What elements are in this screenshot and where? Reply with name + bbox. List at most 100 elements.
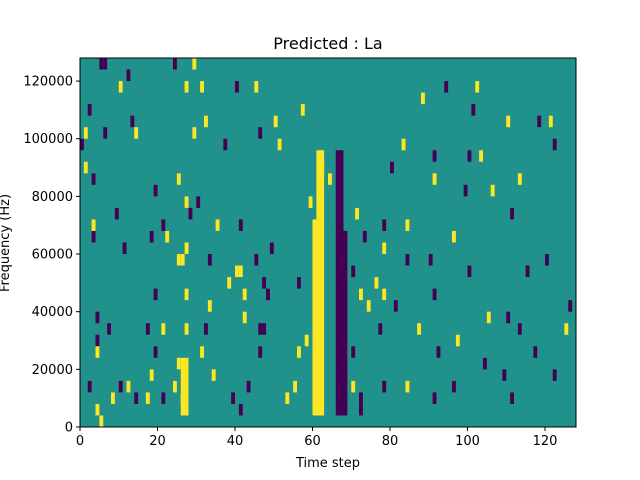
heatmap-cell	[258, 127, 263, 139]
heatmap-cell	[293, 380, 298, 393]
heatmap-cell	[238, 265, 243, 278]
heatmap-cell	[134, 127, 139, 139]
heatmap-cell	[405, 219, 410, 231]
heatmap-cell	[176, 254, 181, 266]
heatmap-cell	[479, 150, 484, 162]
y-tick-label: 40000	[32, 305, 73, 320]
x-axis: 0 20 40 60 80 100 120	[76, 427, 558, 449]
heatmap-cell	[122, 242, 127, 255]
heatmap-cell	[95, 346, 100, 358]
heatmap-cell	[297, 277, 301, 289]
heatmap-cell	[277, 138, 282, 151]
heatmap-cell	[254, 81, 259, 93]
heatmap-cell	[351, 265, 356, 278]
y-tick-label: 120000	[23, 75, 73, 90]
heatmap-cell	[351, 380, 356, 393]
heatmap-band	[180, 357, 189, 416]
x-tick-label: 40	[227, 434, 244, 449]
heatmap-cell	[262, 277, 267, 289]
heatmap-cell	[184, 288, 189, 301]
heatmap-cell	[242, 311, 247, 324]
heatmap-cell	[149, 230, 154, 243]
heatmap-cell	[188, 207, 193, 220]
heatmap-cell	[374, 277, 379, 289]
heatmap-cell	[510, 392, 515, 404]
heatmap-cell	[269, 242, 274, 255]
heatmap-cell	[405, 254, 410, 266]
heatmap-cell	[471, 104, 476, 116]
heatmap-cell	[517, 173, 522, 185]
heatmap-cell	[176, 357, 181, 370]
heatmap-cell	[258, 346, 263, 358]
heatmap-cell	[161, 392, 166, 404]
heatmap-cell	[235, 81, 239, 93]
heatmap-cell	[91, 173, 96, 185]
heatmap-cell	[231, 392, 236, 404]
heatmap-cell	[180, 254, 185, 266]
heatmap-cell	[207, 254, 212, 266]
heatmap-cell	[176, 173, 181, 185]
heatmap-cell	[552, 138, 557, 151]
heatmap-cell	[537, 115, 542, 128]
heatmap-cell	[200, 346, 205, 358]
heatmap-cell	[455, 334, 460, 347]
x-tick-label: 60	[304, 434, 321, 449]
heatmap-cell	[351, 346, 356, 358]
heatmap-cell	[506, 311, 511, 324]
heatmap-cell	[95, 311, 100, 324]
heatmap-cell	[467, 265, 472, 278]
heatmap-cell	[204, 115, 208, 128]
heatmap-cell	[444, 81, 449, 93]
heatmap-cell	[328, 173, 332, 185]
y-tick-label: 60000	[32, 248, 73, 263]
heatmap-cell	[393, 300, 398, 312]
heatmap-cell	[130, 115, 135, 128]
heatmap-cell	[153, 288, 158, 301]
heatmap-cell	[452, 380, 456, 393]
x-tick-label: 100	[455, 434, 480, 449]
heatmap-cell	[362, 230, 367, 243]
y-axis: 0 20000 40000 60000 80000 100000 120000	[23, 75, 80, 436]
x-tick-label: 20	[149, 434, 166, 449]
x-tick-label: 120	[533, 434, 558, 449]
heatmap-cell	[510, 207, 515, 220]
heatmap-cell	[145, 392, 150, 404]
heatmap-cell	[359, 403, 363, 416]
heatmap-cell	[308, 196, 313, 208]
heatmap-cell	[463, 184, 468, 197]
heatmap-cell	[153, 184, 158, 197]
heatmap-cell	[533, 346, 538, 358]
heatmap-cell	[564, 323, 569, 335]
heatmap-cell	[246, 380, 251, 393]
heatmap-cell	[506, 115, 511, 128]
heatmap-cell	[145, 323, 150, 335]
heatmap-cell	[428, 254, 433, 266]
heatmap-cell	[382, 288, 387, 301]
y-tick-label: 0	[65, 421, 73, 436]
heatmap-cell	[359, 288, 363, 301]
heatmap-cell	[227, 277, 232, 289]
heatmap-cell	[103, 58, 108, 70]
heatmap-cell	[552, 369, 557, 381]
y-tick-label: 80000	[32, 190, 73, 205]
heatmap-cell	[126, 69, 131, 82]
heatmap-cell	[87, 380, 92, 393]
heatmap-cell	[91, 219, 96, 231]
heatmap-cell	[118, 81, 123, 93]
heatmap-cell	[87, 104, 92, 116]
heatmap-cell	[126, 380, 131, 393]
y-axis-label: Frequency (Hz)	[0, 194, 13, 292]
heatmap-cell	[80, 138, 84, 151]
heatmap-cell	[432, 150, 437, 162]
heatmap-band	[335, 230, 348, 416]
heatmap-cell	[103, 127, 108, 139]
heatmap-cells	[80, 58, 573, 427]
x-tick-label: 0	[76, 434, 84, 449]
heatmap-cell	[207, 300, 212, 312]
heatmap-cell	[366, 300, 371, 312]
heatmap-cell	[300, 104, 305, 116]
x-axis-label: Time step	[295, 456, 360, 471]
heatmap-cell	[475, 81, 480, 93]
y-tick-label: 20000	[32, 363, 73, 378]
heatmap-cell	[184, 81, 189, 93]
